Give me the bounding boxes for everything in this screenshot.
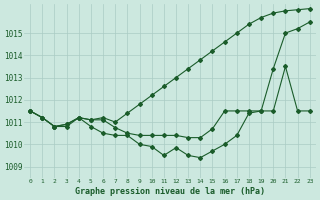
X-axis label: Graphe pression niveau de la mer (hPa): Graphe pression niveau de la mer (hPa) bbox=[75, 187, 265, 196]
